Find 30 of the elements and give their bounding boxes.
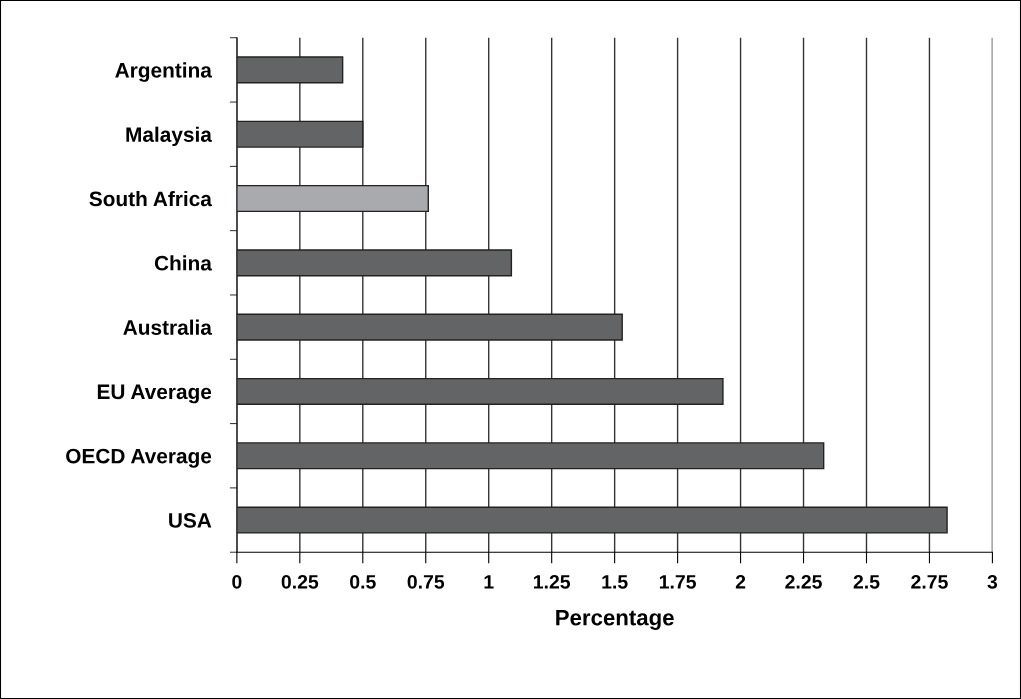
y-tick-label: OECD Average (66, 448, 212, 468)
y-tick-label: Argentina (115, 62, 213, 82)
x-tick-label: 2.75 (911, 574, 948, 589)
bar (236, 377, 724, 405)
x-tick-label: 3 (987, 574, 998, 589)
bar (236, 249, 513, 277)
bar (236, 120, 364, 148)
x-tick-label: 0.25 (281, 574, 319, 589)
x-tick-label: 1.5 (602, 575, 628, 589)
bar (236, 184, 429, 213)
bar (236, 56, 344, 84)
y-tick-label: USA (169, 513, 212, 528)
bar (236, 442, 825, 470)
y-tick-label: EU Average (97, 384, 212, 404)
x-tick-label: 1.25 (533, 574, 571, 589)
y-tick-label: Malaysia (126, 126, 213, 147)
x-tick-label: 2.5 (853, 574, 880, 589)
y-tick-label: Australia (123, 319, 213, 335)
y-tick-label: South Africa (89, 190, 213, 207)
y-tick-label: China (154, 255, 213, 271)
x-tick-label: 0 (232, 574, 242, 589)
x-tick-label: 1 (484, 575, 494, 589)
x-tick-label: 2 (735, 574, 746, 589)
x-tick-label: 2.25 (785, 574, 822, 589)
x-axis-title: Percentage (556, 609, 674, 630)
bar (236, 506, 948, 534)
bar (236, 313, 623, 341)
x-tick-label: 1.75 (659, 575, 696, 589)
x-tick-label: 0.75 (407, 574, 445, 589)
x-tick-label: 0.5 (350, 574, 376, 589)
